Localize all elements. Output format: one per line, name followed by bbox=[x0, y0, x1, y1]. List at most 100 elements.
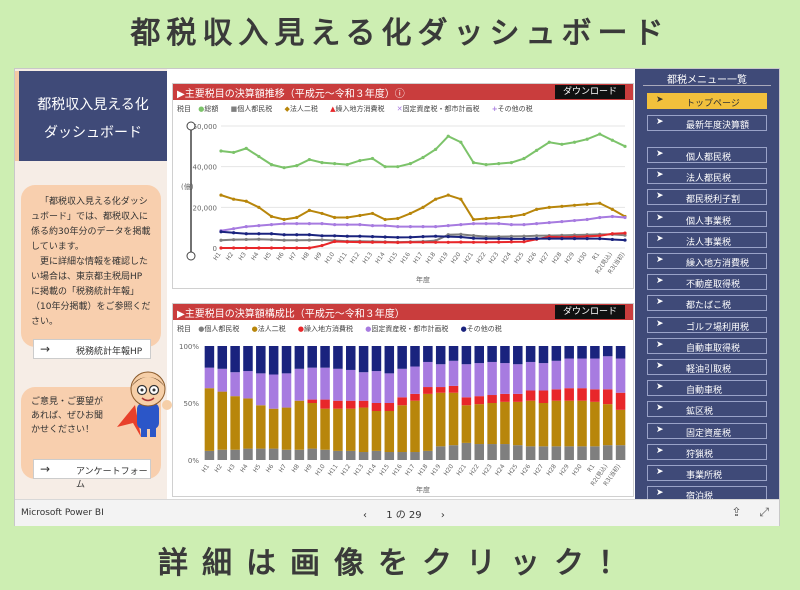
fullscreen-icon[interactable]: ⤢ bbox=[759, 505, 769, 519]
menu-item[interactable]: ➤ 固定資産税 bbox=[647, 422, 767, 439]
x-tick-label: H24 bbox=[494, 463, 507, 477]
x-tick-label: H2 bbox=[213, 463, 224, 474]
data-point bbox=[484, 240, 488, 244]
legend-item[interactable]: ●繰入地方消費税 bbox=[297, 325, 354, 333]
data-point bbox=[446, 240, 450, 244]
arrow-right-icon: ➤ bbox=[656, 403, 664, 414]
data-point bbox=[307, 246, 311, 250]
stacked-bar-segment bbox=[602, 356, 613, 390]
data-point bbox=[560, 142, 564, 146]
legend-item[interactable]: ✕固定資産税・都市計画税 bbox=[396, 105, 480, 113]
arrow-right-icon: ➤ bbox=[656, 255, 664, 265]
menu-item[interactable]: ➤ 不動産取得税 bbox=[647, 274, 767, 291]
menu-item[interactable]: ➤ 個人事業税 bbox=[647, 210, 767, 227]
page-navigator: ‹ 1 の 29 › bbox=[355, 506, 453, 521]
stats-report-button[interactable]: → 税務統計年報HP bbox=[33, 339, 151, 359]
stacked-bar-segment bbox=[358, 346, 369, 373]
menu-item[interactable]: ➤ 自動車税 bbox=[647, 380, 767, 397]
stacked-bar-segment bbox=[564, 446, 574, 460]
menu-item[interactable]: ➤ 繰入地方消費税 bbox=[647, 253, 767, 269]
data-point bbox=[459, 140, 463, 144]
stacked-bar-segment bbox=[217, 368, 228, 392]
data-point bbox=[434, 240, 438, 244]
share-icon[interactable]: ⇪ bbox=[731, 505, 742, 519]
data-point bbox=[471, 161, 476, 165]
composition-download-button[interactable]: ダウンロード bbox=[554, 305, 625, 319]
data-point bbox=[471, 233, 476, 238]
stacked-bar-segment bbox=[333, 346, 343, 369]
stacked-bar-segment bbox=[474, 444, 484, 460]
data-point bbox=[484, 222, 488, 226]
data-point bbox=[269, 232, 274, 236]
legend-item[interactable]: ●法人二税 bbox=[251, 325, 286, 333]
legend-item[interactable]: ●その他の税 bbox=[460, 325, 502, 333]
next-page-icon[interactable]: › bbox=[440, 510, 445, 521]
menu-item[interactable]: ➤ 狩猟税 bbox=[647, 443, 767, 460]
stacked-bar-segment bbox=[448, 385, 459, 393]
stacked-bar-segment bbox=[551, 360, 562, 390]
legend-item[interactable]: ▲繰入地方消費税 bbox=[330, 105, 385, 113]
menu-item[interactable]: ➤ ゴルフ場利用税 bbox=[647, 316, 767, 333]
menu-item[interactable]: ➤ 法人事業税 bbox=[647, 231, 767, 248]
x-tick-label: H27 bbox=[538, 251, 551, 265]
menu-item[interactable]: ➤ 都民税利子割 bbox=[647, 189, 767, 206]
slider-handle-bottom bbox=[186, 251, 196, 261]
tax-menu: 都税メニュー一覧 ➤ トップページ ➤ 最新年度決算額 ➤ 個人都民税 ➤ 法人都民税 ➤ 都民税… bbox=[635, 69, 779, 503]
stacked-bar-segment bbox=[268, 374, 279, 409]
legend-item[interactable]: ●総額 bbox=[198, 105, 219, 113]
stacked-bar-segment bbox=[294, 368, 305, 401]
stacked-bar-segment bbox=[371, 403, 382, 411]
data-point bbox=[269, 238, 274, 242]
legend-item[interactable]: ■個人都民税 bbox=[230, 105, 273, 113]
menu-item-label: 狩猟税 bbox=[686, 449, 714, 460]
stacked-bar-segment bbox=[564, 400, 574, 447]
data-point bbox=[459, 240, 463, 244]
legend-item[interactable]: +その他の税 bbox=[491, 105, 533, 113]
survey-form-button[interactable]: → アンケートフォーム bbox=[33, 459, 151, 490]
stacked-bar-segment bbox=[615, 392, 626, 410]
menu-item-label: 都民税利子割 bbox=[686, 195, 741, 206]
trend-line-chart: 60,000 40,000 20,000 0 (億) H1 H2 H3 H4 H5 H6 H7 H8 H9… bbox=[181, 121, 627, 284]
menu-item[interactable]: ➤ トップページ bbox=[647, 93, 767, 109]
menu-item[interactable]: ➤ 鉱区税 bbox=[647, 401, 767, 418]
data-point bbox=[269, 214, 274, 219]
menu-item[interactable]: ➤ 都たばこ税 bbox=[647, 295, 767, 312]
legend-item[interactable]: ●個人都民税 bbox=[198, 325, 240, 333]
stacked-bar-segment bbox=[217, 391, 228, 450]
stacked-bar-segment bbox=[461, 364, 472, 398]
data-point bbox=[598, 237, 602, 241]
menu-item[interactable]: ➤ 個人都民税 bbox=[647, 147, 767, 163]
data-point bbox=[370, 211, 375, 216]
stacked-bar-segment bbox=[384, 403, 395, 411]
stacked-bar-segment bbox=[320, 367, 330, 400]
menu-item[interactable]: ➤ 事業所税 bbox=[647, 465, 767, 481]
stacked-bar-segment bbox=[230, 396, 240, 450]
menu-item[interactable]: ➤ 自動車取得税 bbox=[647, 337, 767, 354]
stacked-bar-segment bbox=[487, 444, 497, 460]
menu-item[interactable]: ➤ 最新年度決算額 bbox=[647, 115, 767, 131]
menu-item[interactable]: ➤ 軽油引取税 bbox=[647, 359, 767, 375]
stacked-bar-segment bbox=[397, 346, 407, 369]
menu-item[interactable]: ➤ 法人都民税 bbox=[647, 168, 767, 185]
stacked-bar-segment bbox=[333, 450, 343, 460]
legend-item[interactable]: ●固定資産税・都市計画税 bbox=[365, 325, 449, 333]
x-tick-label: H24 bbox=[500, 251, 513, 265]
data-point bbox=[396, 240, 400, 245]
trend-download-button[interactable]: ダウンロード bbox=[554, 85, 625, 99]
legend-item[interactable]: ◆法人二税 bbox=[284, 105, 318, 113]
stacked-bar-segment bbox=[474, 346, 484, 364]
stacked-bar-segment bbox=[615, 445, 626, 460]
data-point bbox=[547, 237, 551, 241]
stacked-bar-segment bbox=[577, 388, 587, 401]
data-point bbox=[282, 246, 286, 250]
data-point bbox=[434, 225, 438, 229]
composition-legend: 税目 ●個人都民税 ●法人二税 ●繰入地方消費税 ●固定資産税・都市計画税 ●そ… bbox=[177, 324, 512, 334]
stacked-bar-segment bbox=[397, 368, 407, 398]
prev-page-icon[interactable]: ‹ bbox=[363, 510, 367, 521]
stacked-bar-segment bbox=[204, 450, 215, 460]
stacked-bar-segment bbox=[243, 448, 253, 460]
data-point bbox=[459, 223, 463, 227]
data-point bbox=[421, 205, 425, 209]
data-point bbox=[471, 222, 476, 226]
data-point bbox=[232, 246, 236, 250]
